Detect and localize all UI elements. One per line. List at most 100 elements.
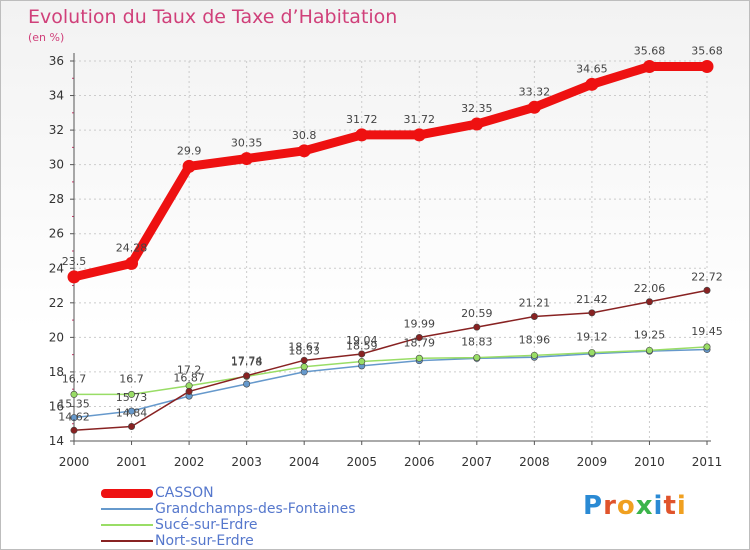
x-tick-label: 2010 — [634, 455, 665, 469]
data-labels: 15.35 15.73 16.7 16.7 17.2 17.74 18.33 18.59 18.… — [58, 45, 723, 424]
legend-swatch — [101, 508, 153, 510]
data-point — [185, 387, 193, 395]
data-point — [243, 372, 251, 380]
x-tick-label: 2006 — [404, 455, 435, 469]
data-point — [645, 298, 653, 306]
legend-item-nort: Nort-sur-Erdre — [101, 533, 481, 549]
y-tick-label: 16 — [49, 399, 64, 413]
data-label: 15.35 — [58, 398, 90, 411]
data-point — [530, 351, 538, 359]
data-point — [703, 343, 711, 351]
data-label: 21.42 — [576, 293, 608, 306]
legend-label: Sucé-sur-Erdre — [155, 517, 258, 533]
data-label: 22.06 — [634, 282, 666, 295]
legend: CASSON Grandchamps-des-Fontaines Sucé-su… — [101, 485, 481, 549]
data-label: 30.35 — [231, 137, 263, 150]
x-tick-label: 2009 — [577, 455, 608, 469]
data-label: 30.8 — [292, 129, 317, 142]
data-point — [182, 159, 196, 173]
data-label: 17.2 — [177, 364, 202, 377]
data-label: 20.59 — [461, 307, 493, 320]
data-point — [128, 422, 136, 430]
data-point — [700, 60, 714, 74]
data-label: 15.73 — [116, 391, 148, 404]
x-tick-label: 2007 — [462, 455, 493, 469]
data-label: 24.28 — [116, 241, 148, 254]
data-label: 19.45 — [691, 325, 723, 338]
legend-item-casson: CASSON — [101, 485, 481, 501]
x-tick-label: 2003 — [231, 455, 262, 469]
x-tick-label: 2004 — [289, 455, 320, 469]
series-lines — [67, 60, 714, 434]
chart-subtitle: (en %) — [28, 31, 65, 44]
data-point — [240, 152, 254, 166]
data-label: 22.72 — [691, 270, 723, 283]
axes: 14 16 18 20 22 24 26 28 30 32 34 36 2000 2001 2002 2003… — [49, 53, 723, 469]
x-tick-label: 2002 — [174, 455, 205, 469]
data-label: 31.72 — [404, 113, 436, 126]
data-point — [355, 128, 369, 142]
data-point — [527, 100, 541, 114]
data-label: 17.74 — [231, 354, 263, 367]
data-point — [530, 312, 538, 320]
data-point — [642, 60, 656, 74]
y-tick-label: 14 — [49, 434, 64, 448]
data-label: 21.21 — [519, 296, 551, 309]
data-label: 29.9 — [177, 144, 202, 157]
legend-swatch — [101, 488, 153, 498]
data-point — [70, 426, 78, 434]
data-label: 19.99 — [404, 318, 436, 331]
legend-item-suce: Sucé-sur-Erdre — [101, 517, 481, 533]
data-label: 34.65 — [576, 62, 608, 75]
data-point — [70, 390, 78, 398]
y-tick-label: 22 — [49, 296, 64, 310]
data-label: 16.87 — [173, 371, 205, 384]
data-point — [415, 334, 423, 342]
data-point — [243, 380, 251, 388]
series-line-0 — [69, 62, 712, 282]
data-label: 33.32 — [519, 85, 551, 98]
x-tick-label: 2011 — [692, 455, 723, 469]
data-point — [300, 363, 308, 371]
data-point — [415, 354, 423, 362]
data-label: 18.67 — [288, 340, 320, 353]
legend-label: CASSON — [155, 485, 214, 501]
data-point — [588, 309, 596, 317]
y-tick-label: 26 — [49, 227, 64, 241]
data-point — [128, 390, 136, 398]
data-point — [70, 414, 78, 422]
data-point — [358, 350, 366, 358]
proxiti-logo: Proxiti — [583, 491, 687, 521]
y-tick-label: 30 — [49, 158, 64, 172]
x-tick-label: 2008 — [519, 455, 550, 469]
x-tick-label: 2005 — [346, 455, 377, 469]
data-label: 18.59 — [346, 340, 378, 353]
legend-swatch — [101, 524, 153, 526]
grid — [73, 60, 708, 442]
x-tick-label: 2001 — [116, 455, 147, 469]
data-point — [588, 349, 596, 357]
data-label: 19.25 — [634, 328, 666, 341]
data-label: 19.12 — [576, 331, 608, 344]
data-label: 23.5 — [62, 255, 87, 268]
data-label: 16.7 — [119, 372, 144, 385]
y-tick-label: 34 — [49, 89, 64, 103]
y-tick-label: 32 — [49, 123, 64, 137]
data-label: 32.35 — [461, 102, 493, 115]
y-tick-label: 36 — [49, 54, 64, 68]
data-label: 18.83 — [461, 336, 493, 349]
data-point — [473, 354, 481, 362]
data-point — [125, 256, 139, 270]
data-point — [473, 323, 481, 331]
data-point — [128, 407, 136, 415]
series-line-2 — [73, 346, 708, 396]
y-tick-label: 28 — [49, 192, 64, 206]
data-point — [585, 77, 599, 91]
data-label: 18.33 — [288, 345, 320, 358]
data-point — [300, 356, 308, 364]
legend-swatch — [101, 540, 153, 542]
data-point — [412, 128, 426, 142]
data-label: 14.84 — [116, 406, 148, 419]
data-point — [645, 346, 653, 354]
